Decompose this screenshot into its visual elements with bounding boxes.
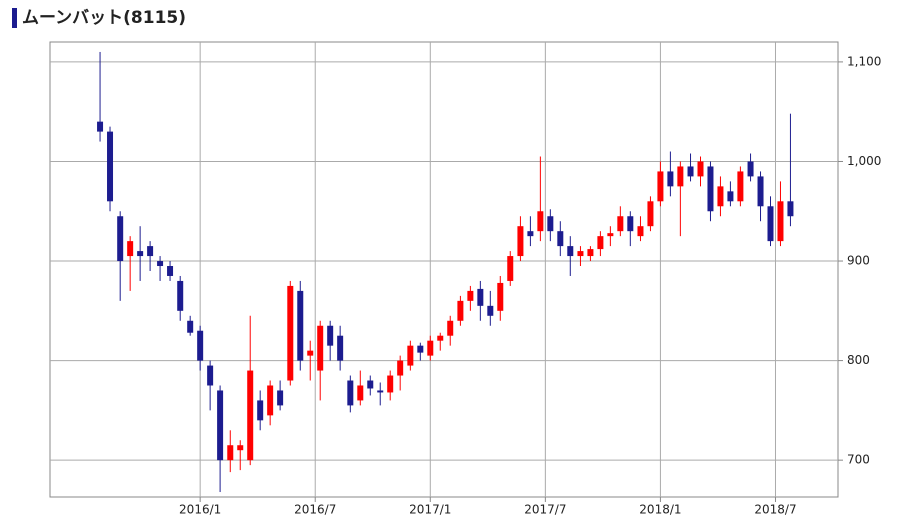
- candle-body: [227, 445, 234, 461]
- candle-body: [337, 335, 344, 361]
- candle-body: [717, 186, 724, 207]
- candle-body: [267, 385, 274, 416]
- candle-body: [727, 191, 734, 202]
- candle-body: [497, 282, 504, 311]
- candle-body: [377, 390, 384, 393]
- y-tick-label: 1,100: [847, 54, 881, 68]
- candle-body: [787, 201, 794, 217]
- candle-body: [527, 231, 534, 237]
- candle-body: [567, 246, 574, 257]
- candle-body: [197, 330, 204, 361]
- candle-body: [237, 445, 244, 451]
- candle-body: [447, 320, 454, 336]
- candle-body: [127, 241, 134, 257]
- candle-body: [367, 380, 374, 389]
- candle-body: [597, 236, 604, 250]
- candle-body: [667, 171, 674, 187]
- candle-body: [157, 261, 164, 267]
- candle-body: [297, 290, 304, 361]
- x-tick-label: 2018/7: [754, 503, 796, 517]
- candle-body: [587, 249, 594, 257]
- y-tick-label: 900: [847, 254, 870, 268]
- candle-body: [327, 325, 334, 346]
- candle-body: [207, 365, 214, 386]
- candle-body: [437, 335, 444, 341]
- candle-body: [137, 251, 144, 257]
- candle-body: [177, 280, 184, 311]
- candle-body: [167, 266, 174, 276]
- candle-body: [407, 345, 414, 366]
- candle-body: [487, 305, 494, 316]
- candle-body: [257, 400, 264, 421]
- title-icon: [12, 8, 17, 28]
- candle-body: [347, 380, 354, 406]
- candle-body: [637, 226, 644, 237]
- candle-body: [107, 131, 114, 202]
- candle-body: [547, 216, 554, 232]
- candle-body: [317, 325, 324, 371]
- candle-body: [557, 231, 564, 247]
- candle-body: [707, 166, 714, 212]
- x-tick-label: 2017/7: [524, 503, 566, 517]
- candle-body: [757, 176, 764, 207]
- y-tick-label: 800: [847, 353, 870, 367]
- candle-body: [747, 161, 754, 177]
- chart-title: ムーンバット(8115): [22, 8, 186, 28]
- candle-body: [417, 345, 424, 353]
- x-tick-label: 2016/1: [179, 503, 221, 517]
- candle-body: [147, 246, 154, 257]
- x-tick-label: 2017/1: [409, 503, 451, 517]
- candle-body: [777, 201, 784, 242]
- candle-body: [477, 288, 484, 306]
- candle-body: [577, 251, 584, 257]
- candle-body: [607, 233, 614, 237]
- candle-body: [737, 171, 744, 202]
- candle-body: [187, 320, 194, 333]
- candle-body: [357, 385, 364, 401]
- candle-body: [507, 256, 514, 281]
- candle-body: [467, 290, 474, 301]
- candle-body: [687, 166, 694, 177]
- candle-body: [457, 300, 464, 321]
- x-tick-label: 2018/1: [639, 503, 681, 517]
- candle-body: [97, 121, 104, 132]
- candle-body: [387, 375, 394, 393]
- candle-body: [397, 360, 404, 376]
- plot-frame: [49, 41, 839, 498]
- candle-body: [117, 216, 124, 262]
- candle-body: [677, 166, 684, 187]
- y-tick-label: 700: [847, 453, 870, 467]
- candle-body: [307, 350, 314, 356]
- candle-body: [517, 226, 524, 257]
- candle-body: [537, 211, 544, 232]
- candle-body: [247, 370, 254, 461]
- y-tick-label: 1,000: [847, 154, 881, 168]
- candle-body: [427, 340, 434, 356]
- candle-body: [647, 201, 654, 227]
- candle-body: [697, 161, 704, 177]
- candle-body: [217, 390, 224, 461]
- candle-body: [627, 216, 634, 232]
- candle-body: [277, 390, 284, 406]
- candle-body: [657, 171, 664, 202]
- candle-body: [767, 206, 774, 242]
- x-tick-label: 2016/7: [294, 503, 336, 517]
- candle-body: [617, 216, 624, 232]
- candle-body: [287, 285, 294, 381]
